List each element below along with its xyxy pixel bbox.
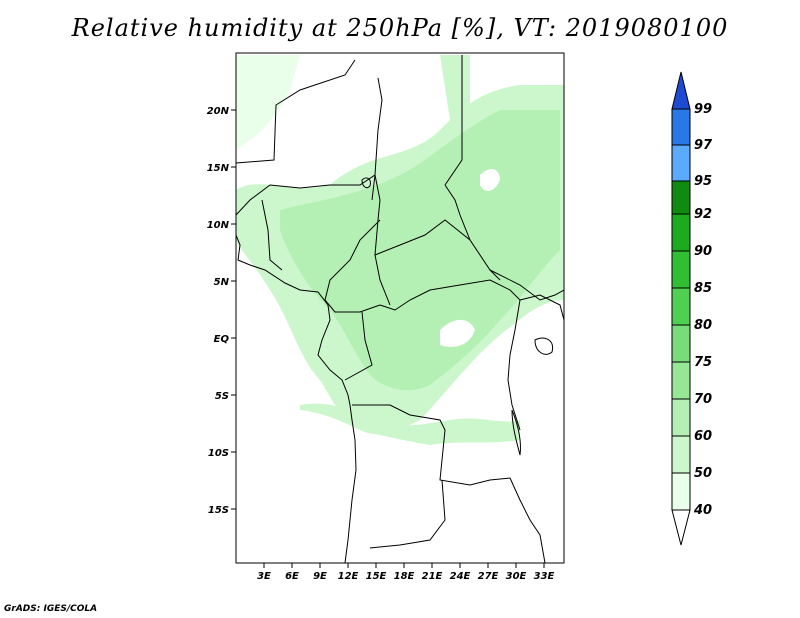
lake-chad [361, 177, 371, 189]
colorbar-segment-40-50 [671, 472, 691, 511]
chart-title: Relative humidity at 250hPa [%], VT: 201… [71, 14, 729, 42]
lon-label-3e: 3E [257, 571, 271, 582]
lake-tanganyika [511, 409, 521, 456]
lon-label-21e: 21E [422, 571, 443, 582]
colorbar-segment-97-99 [671, 108, 691, 146]
colorbar-bottom-triangle [671, 509, 691, 546]
border-congo [344, 311, 373, 381]
humid-region-south [300, 403, 520, 445]
colorbar-label-75: 75 [694, 355, 712, 370]
colorbar-segment-75-80 [671, 324, 691, 363]
map-frame [235, 52, 565, 564]
lon-label-27e: 27E [478, 571, 499, 582]
colorbar-segment-80-85 [671, 287, 691, 326]
lon-label-18e: 18E [394, 571, 415, 582]
latitude-axis: 20N 15N 10N 5N EQ 5S 10S 15S [207, 106, 236, 516]
country-borders [236, 55, 564, 563]
border-libya-egypt [444, 55, 463, 186]
colorbar-label-70: 70 [694, 392, 712, 407]
border-cameroon [324, 219, 381, 313]
longitude-axis: 3E 6E 9E 12E 15E 18E 21E 24E 27E 30E 33E [257, 563, 555, 582]
humid-region-northwest [236, 55, 300, 150]
colorbar-label-50: 50 [694, 466, 712, 481]
grads-credit: GrADS: IGES/COLA [4, 604, 98, 614]
lon-label-6e: 6E [285, 571, 299, 582]
dry-patch [440, 319, 475, 347]
lat-label-5n: 5N [214, 277, 230, 288]
colorbar-segment-60-70 [671, 398, 691, 437]
lon-label-30e: 30E [506, 571, 527, 582]
lat-label-eq: EQ [214, 334, 230, 345]
colorbar-label-92: 92 [694, 207, 712, 222]
border-drc-south [352, 404, 511, 486]
colorbar-label-99: 99 [694, 102, 712, 117]
colorbar-segment-95-97 [671, 144, 691, 182]
lat-label-10n: 10N [207, 220, 230, 231]
border-north-a [236, 59, 356, 164]
lon-label-9e: 9E [313, 571, 327, 582]
lat-label-15n: 15N [207, 163, 230, 174]
border-angola [369, 479, 446, 549]
border-north-b [371, 77, 383, 201]
colorbar: 40 50 60 70 75 80 85 90 92 95 97 99 [671, 71, 713, 546]
dry-patch-north [480, 168, 500, 192]
colorbar-label-85: 85 [694, 281, 712, 296]
colorbar-segment-85-90 [671, 250, 691, 289]
colorbar-label-97: 97 [694, 138, 713, 153]
border-sudan [444, 184, 471, 241]
lat-label-10s: 10S [208, 448, 229, 459]
lat-label-15s: 15S [208, 505, 229, 516]
border-sahel [236, 174, 381, 221]
border-east [519, 294, 564, 321]
lake-victoria [534, 337, 554, 355]
colorbar-segment-90-92 [671, 213, 691, 252]
colorbar-label-90: 90 [694, 244, 712, 259]
lat-label-20n: 20N [207, 106, 230, 117]
border-nigeria [261, 199, 283, 271]
humid-region-strip [440, 55, 470, 120]
colorbar-top-triangle [671, 71, 691, 110]
colorbar-label-40: 40 [693, 503, 712, 518]
lat-label-5s: 5S [215, 391, 229, 402]
lon-label-12e: 12E [338, 571, 359, 582]
lon-label-24e: 24E [450, 571, 471, 582]
border-drc-east [507, 299, 521, 431]
border-drc-north [379, 279, 521, 311]
border-chad [374, 219, 391, 306]
lon-label-33e: 33E [534, 571, 555, 582]
colorbar-label-80: 80 [694, 318, 712, 333]
colorbar-label-95: 95 [694, 174, 712, 189]
coastline [236, 234, 357, 563]
colorbar-label-60: 60 [694, 429, 712, 444]
border-south-sudan [489, 269, 564, 301]
colorbar-segment-70-75 [671, 361, 691, 400]
humidity-shading [236, 55, 564, 445]
colorbar-segment-92-95 [671, 180, 691, 215]
border-zambia [509, 477, 546, 563]
lon-label-15e: 15E [366, 571, 387, 582]
colorbar-segment-50-60 [671, 435, 691, 474]
